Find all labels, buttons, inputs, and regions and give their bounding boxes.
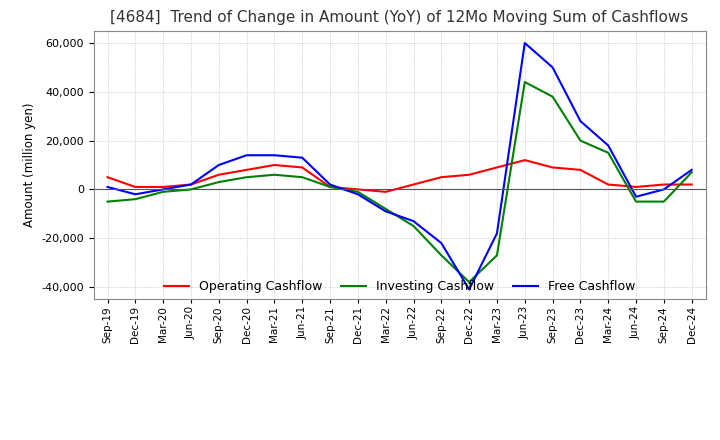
Line: Operating Cashflow: Operating Cashflow <box>107 160 692 192</box>
Free Cashflow <box>492 231 501 236</box>
Free Cashflow <box>576 118 585 124</box>
Free Cashflow <box>103 184 112 190</box>
Investing Cashflow <box>103 199 112 204</box>
Operating Cashflow <box>354 187 362 192</box>
Investing Cashflow <box>159 189 168 194</box>
Investing Cashflow <box>437 253 446 258</box>
Free Cashflow <box>325 182 334 187</box>
Operating Cashflow <box>103 175 112 180</box>
Free Cashflow <box>549 65 557 70</box>
Legend: Operating Cashflow, Investing Cashflow, Free Cashflow: Operating Cashflow, Investing Cashflow, … <box>159 275 640 298</box>
Title: [4684]  Trend of Change in Amount (YoY) of 12Mo Moving Sum of Cashflows: [4684] Trend of Change in Amount (YoY) o… <box>110 11 689 26</box>
Free Cashflow <box>465 287 474 292</box>
Investing Cashflow <box>576 138 585 143</box>
Free Cashflow <box>631 194 640 199</box>
Investing Cashflow <box>409 224 418 229</box>
Y-axis label: Amount (million yen): Amount (million yen) <box>23 103 36 227</box>
Free Cashflow <box>521 40 529 46</box>
Free Cashflow <box>409 219 418 224</box>
Free Cashflow <box>270 153 279 158</box>
Investing Cashflow <box>298 175 307 180</box>
Operating Cashflow <box>131 184 140 190</box>
Operating Cashflow <box>325 184 334 190</box>
Line: Free Cashflow: Free Cashflow <box>107 43 692 290</box>
Operating Cashflow <box>215 172 223 177</box>
Operating Cashflow <box>660 182 668 187</box>
Investing Cashflow <box>660 199 668 204</box>
Operating Cashflow <box>576 167 585 172</box>
Operating Cashflow <box>186 182 195 187</box>
Investing Cashflow <box>186 187 195 192</box>
Free Cashflow <box>215 162 223 168</box>
Free Cashflow <box>186 182 195 187</box>
Investing Cashflow <box>604 150 613 155</box>
Operating Cashflow <box>465 172 474 177</box>
Free Cashflow <box>604 143 613 148</box>
Operating Cashflow <box>437 175 446 180</box>
Operating Cashflow <box>688 182 696 187</box>
Investing Cashflow <box>131 197 140 202</box>
Investing Cashflow <box>215 180 223 185</box>
Operating Cashflow <box>549 165 557 170</box>
Investing Cashflow <box>631 199 640 204</box>
Operating Cashflow <box>298 165 307 170</box>
Operating Cashflow <box>382 189 390 194</box>
Free Cashflow <box>660 187 668 192</box>
Operating Cashflow <box>242 167 251 172</box>
Investing Cashflow <box>549 94 557 99</box>
Free Cashflow <box>688 167 696 172</box>
Investing Cashflow <box>242 175 251 180</box>
Investing Cashflow <box>521 79 529 84</box>
Investing Cashflow <box>270 172 279 177</box>
Investing Cashflow <box>492 253 501 258</box>
Investing Cashflow <box>354 189 362 194</box>
Free Cashflow <box>382 209 390 214</box>
Operating Cashflow <box>409 182 418 187</box>
Investing Cashflow <box>382 206 390 212</box>
Free Cashflow <box>159 187 168 192</box>
Investing Cashflow <box>465 279 474 285</box>
Investing Cashflow <box>688 170 696 175</box>
Operating Cashflow <box>604 182 613 187</box>
Free Cashflow <box>298 155 307 160</box>
Operating Cashflow <box>159 184 168 190</box>
Free Cashflow <box>242 153 251 158</box>
Operating Cashflow <box>631 184 640 190</box>
Free Cashflow <box>131 192 140 197</box>
Operating Cashflow <box>492 165 501 170</box>
Operating Cashflow <box>270 162 279 168</box>
Free Cashflow <box>354 192 362 197</box>
Operating Cashflow <box>521 158 529 163</box>
Free Cashflow <box>437 240 446 246</box>
Investing Cashflow <box>325 184 334 190</box>
Line: Investing Cashflow: Investing Cashflow <box>107 82 692 282</box>
